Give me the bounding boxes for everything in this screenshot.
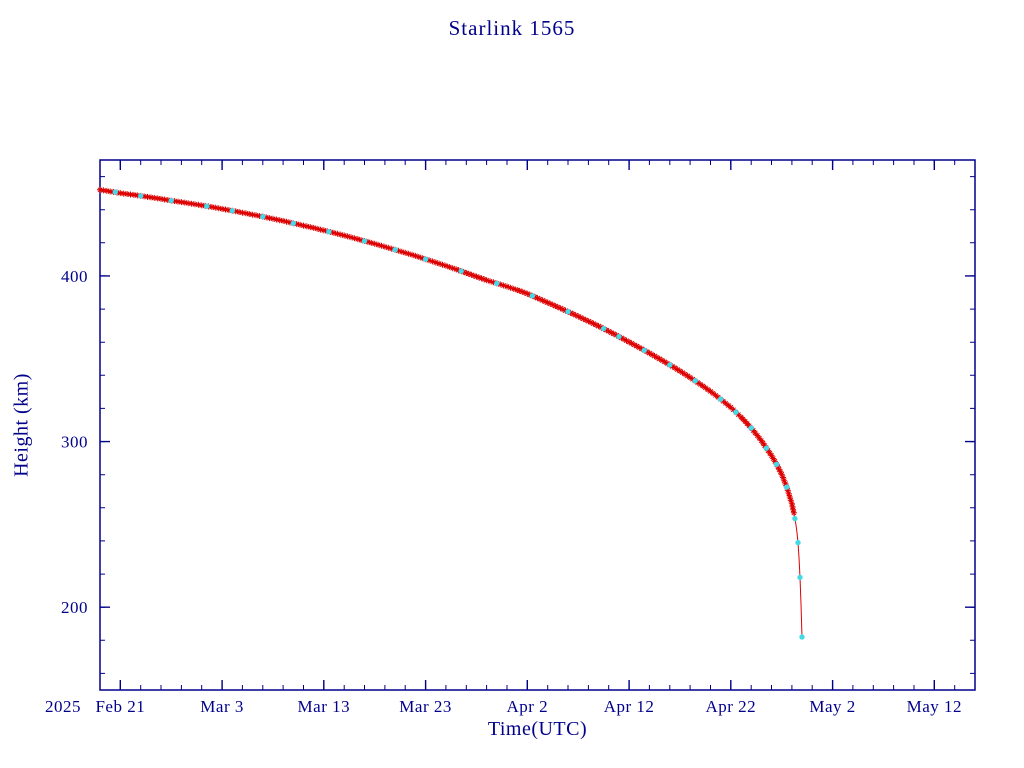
decay-curve-line <box>99 189 803 638</box>
sample-dot-marker <box>799 634 805 640</box>
x-tick-label: Apr 12 <box>604 697 655 716</box>
sample-dot-marker <box>458 268 464 274</box>
x-axis-year-label: 2025 <box>45 697 81 716</box>
x-tick-label: May 12 <box>907 697 962 716</box>
x-tick-label: Mar 23 <box>399 697 452 716</box>
sample-dot-marker <box>422 256 429 262</box>
x-tick-label: Apr 2 <box>506 697 548 716</box>
sample-dot-marker <box>229 208 235 214</box>
sample-dot-marker <box>717 396 724 402</box>
x-tick-label: May 2 <box>809 697 855 716</box>
plot-frame <box>99 159 976 691</box>
sample-dot-marker <box>361 238 368 244</box>
sample-dot-marker <box>795 539 801 546</box>
sample-dot-marker <box>168 197 174 204</box>
sample-dot-marker <box>565 309 571 315</box>
sample-dot-marker <box>392 247 398 253</box>
sample-dot-marker <box>667 362 673 368</box>
sample-dot-marker <box>797 574 803 581</box>
sample-dot-marker <box>641 347 647 353</box>
tle-asterisk-markers <box>97 186 797 516</box>
sample-dot-marker <box>494 280 500 287</box>
sample-dot-marker <box>784 484 790 490</box>
chart-title: Starlink 1565 <box>448 16 576 40</box>
sample-dot-marker <box>260 213 266 220</box>
sample-dot-marker <box>138 193 144 199</box>
x-tick-label: Mar 13 <box>298 697 351 716</box>
sample-dot-marker <box>773 461 780 467</box>
sample-dot-marker <box>763 445 770 451</box>
sample-dot-marker <box>733 409 739 415</box>
sample-dot-marker <box>204 203 210 209</box>
sample-dot-marker <box>616 333 622 340</box>
sample-dot-marker <box>792 515 798 522</box>
sample-dot-marker <box>326 229 332 235</box>
sample-dot-marker <box>529 293 536 299</box>
y-tick-label: 300 <box>61 433 88 452</box>
sample-dot-marker <box>692 378 698 384</box>
y-tick-label: 400 <box>61 267 88 286</box>
x-axis-label: Time(UTC) <box>487 718 588 740</box>
sample-dot-marker <box>290 220 296 226</box>
y-tick-label: 200 <box>61 598 88 617</box>
sample-dot-marker <box>748 425 754 431</box>
sample-dot-marker <box>600 325 607 332</box>
x-tick-label: Feb 21 <box>95 697 145 716</box>
sample-dot-marker <box>112 189 119 195</box>
x-tick-label: Apr 22 <box>705 697 756 716</box>
x-tick-label: Mar 3 <box>200 697 244 716</box>
